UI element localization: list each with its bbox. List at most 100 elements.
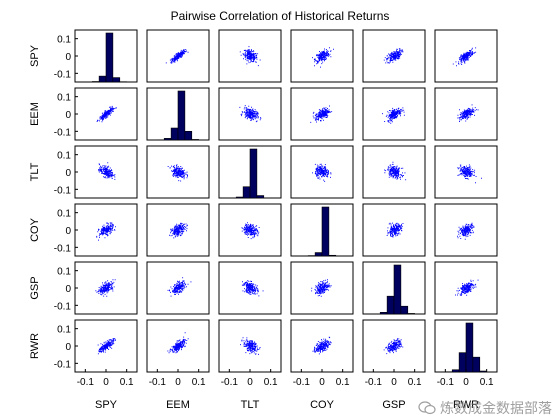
x-tick-label: 0.1 [480, 377, 494, 388]
y-axis-label-coy: COY [29, 217, 41, 242]
histogram-bar [163, 138, 172, 141]
panel-TLT-vs-RWR [434, 145, 498, 199]
histogram-bar [256, 195, 265, 199]
histogram-bar [321, 206, 330, 257]
x-tick-label: 0.1 [120, 377, 134, 388]
panel-COY-vs-SPY [74, 203, 138, 257]
x-tick-label: 0.1 [192, 377, 206, 388]
x-tick-label: -0.1 [77, 377, 95, 388]
y-axis-label-tlt: TLT [29, 162, 41, 181]
x-tick-label: -0.1 [221, 377, 239, 388]
panel-RWR-vs-COY [290, 319, 354, 373]
y-tick-label: 0.1 [57, 151, 71, 162]
histogram-bar [314, 252, 323, 257]
panel-TLT-vs-COY [290, 145, 354, 199]
histogram-bar [98, 75, 107, 83]
x-tick-label: -0.1 [149, 377, 167, 388]
x-tick-label: -0.1 [365, 377, 383, 388]
scatter-points [239, 105, 262, 123]
panel-SPY-vs-COY [290, 29, 354, 83]
scatter-points [382, 107, 405, 124]
scatter-points [165, 49, 189, 64]
histogram-bar [458, 352, 467, 373]
chart-title: Pairwise Correlation of Historical Retur… [171, 9, 390, 23]
histogram-bar [379, 312, 388, 315]
scatter-points [167, 277, 192, 297]
x-axis-label-gsp: GSP [382, 399, 405, 411]
x-tick-label: 0 [103, 377, 109, 388]
y-tick-label: -0.1 [54, 69, 72, 80]
histogram-bar [472, 356, 481, 373]
panel-TLT-vs-EEM [146, 145, 210, 199]
wechat-icon [418, 401, 436, 415]
panel-RWR-vs-RWR [434, 319, 498, 373]
scatter-points [95, 279, 116, 297]
y-axis-label-rwr: RWR [29, 333, 41, 359]
panel-COY-vs-EEM [146, 203, 210, 257]
x-tick-label: 0.1 [264, 377, 278, 388]
histogram-bar [249, 148, 258, 199]
scatter-points [455, 279, 479, 296]
panel-EEM-vs-RWR [434, 87, 498, 141]
y-tick-label: 0.1 [57, 35, 71, 46]
histogram-bar [451, 369, 460, 373]
panel-RWR-vs-SPY [74, 319, 138, 373]
scatter-points [312, 336, 332, 355]
panel-COY-vs-RWR [434, 203, 498, 257]
x-axis-label-spy: SPY [95, 399, 118, 411]
y-tick-label: 0 [65, 284, 71, 295]
panel-frame [362, 29, 426, 83]
y-tick-label: 0 [65, 168, 71, 179]
panel-EEM-vs-SPY [74, 87, 138, 141]
scatter-points [167, 332, 189, 354]
histogram-bar [393, 264, 402, 315]
scatter-points [452, 47, 477, 67]
scatter-points [167, 164, 188, 182]
y-axis-label-gsp: GSP [29, 276, 41, 299]
x-tick-label: 0 [175, 377, 181, 388]
panel-SPY-vs-TLT [218, 29, 282, 83]
histogram-bar [177, 90, 186, 141]
histogram-bar [407, 313, 415, 315]
panel-frame [218, 319, 282, 373]
x-tick-label: 0 [391, 377, 397, 388]
x-tick-label: 0 [247, 377, 253, 388]
panel-COY-vs-TLT [218, 203, 282, 257]
panel-TLT-vs-TLT [218, 145, 282, 199]
scatter-points [96, 222, 116, 241]
histogram-bar [400, 305, 409, 315]
scatter-points [457, 104, 479, 122]
scatter-points [241, 222, 260, 240]
histogram-bar [191, 139, 199, 141]
histogram-bar [465, 322, 474, 373]
y-tick-label: 0 [65, 110, 71, 121]
histogram-bar [242, 186, 251, 199]
x-tick-label: 0 [319, 377, 325, 388]
panel-COY-vs-COY [290, 203, 354, 257]
scatter-points [169, 222, 188, 239]
scatter-points [240, 337, 261, 355]
panel-EEM-vs-GSP [362, 87, 426, 141]
panel-RWR-vs-GSP [362, 319, 426, 373]
panel-frame [74, 87, 138, 141]
panel-EEM-vs-EEM [146, 87, 210, 141]
scatter-points [310, 105, 333, 123]
x-tick-label: 0.1 [408, 377, 422, 388]
scatter-points [97, 338, 116, 355]
y-tick-label: 0.1 [57, 267, 71, 278]
x-tick-label: -0.1 [293, 377, 311, 388]
scatter-points [312, 163, 332, 182]
histogram-bar [170, 127, 179, 141]
scatter-points [383, 48, 404, 64]
y-tick-label: -0.1 [54, 127, 72, 138]
y-tick-label: 0 [65, 342, 71, 353]
panel-GSP-vs-TLT [218, 261, 282, 315]
panel-SPY-vs-RWR [434, 29, 498, 83]
scatter-points [312, 47, 334, 68]
panel-EEM-vs-COY [290, 87, 354, 141]
panel-SPY-vs-EEM [146, 29, 210, 83]
scatter-points [386, 222, 404, 238]
panel-RWR-vs-TLT [218, 319, 282, 373]
y-tick-label: 0 [65, 226, 71, 237]
x-tick-label: -0.1 [437, 377, 455, 388]
